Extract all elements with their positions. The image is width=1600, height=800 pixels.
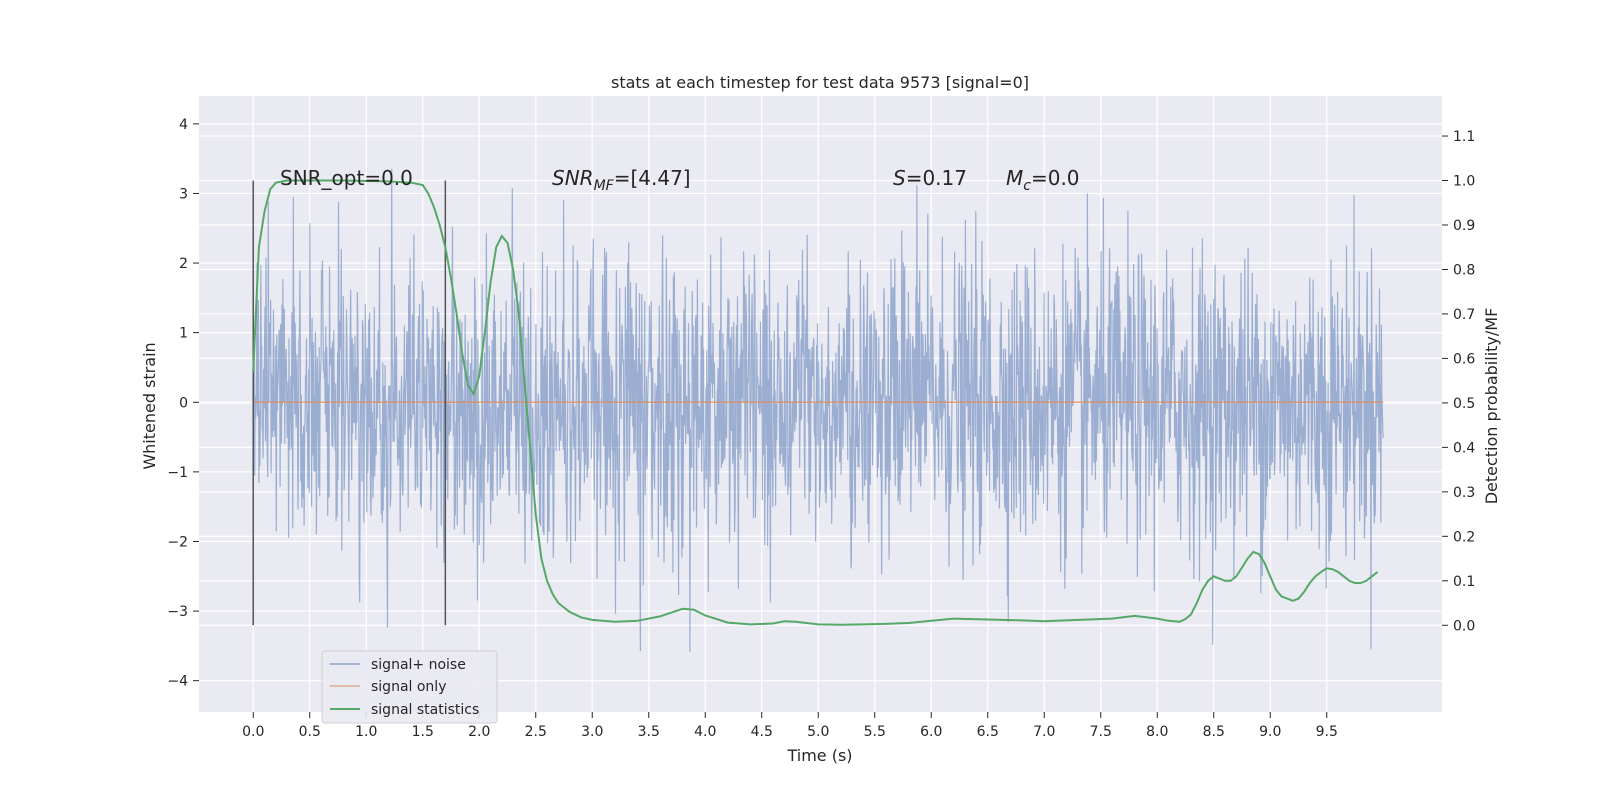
y2-axis-label: Detection probability/MF (1482, 308, 1501, 505)
s-value: =0.17 (906, 166, 967, 190)
y-tick-label: 0 (179, 395, 188, 411)
s-symbol: S (893, 166, 906, 190)
y-tick-label: −2 (167, 534, 188, 550)
mc-value: =0.0 (1031, 166, 1080, 190)
y2-tick-label: 0.6 (1453, 351, 1475, 367)
x-tick-label: 7.5 (1090, 724, 1112, 740)
x-tick-label: 3.0 (581, 724, 603, 740)
x-tick-label: 9.5 (1316, 724, 1338, 740)
x-axis-label: Time (s) (786, 746, 852, 765)
x-tick-label: 5.0 (807, 724, 829, 740)
y-tick-label: −4 (167, 674, 188, 690)
legend-box (321, 650, 498, 724)
x-tick-label: 0.5 (299, 724, 321, 740)
x-tick-label: 4.5 (751, 724, 773, 740)
annotation-mc: Mc=0.0 (1006, 166, 1080, 194)
x-tick-label: 1.5 (412, 724, 434, 740)
y2-tick-label: 0.3 (1453, 485, 1475, 501)
y-tick-label: −3 (167, 604, 188, 620)
x-tick-label: 7.0 (1033, 724, 1055, 740)
chart-title: stats at each timestep for test data 957… (611, 73, 1029, 92)
signal-noise-series (252, 168, 1384, 653)
snr-mf-value: =[4.47] (614, 166, 691, 190)
y2-tick-label: 0.1 (1453, 574, 1475, 590)
y2-tick-label: 0.5 (1453, 396, 1475, 412)
x-axis-ticks: 0.0 0.5 1.0 1.5 2.0 2.5 3.0 3.5 4.0 4.5 5.0 5.5 6.0 6… (242, 712, 1338, 740)
y2-tick-label: 0.0 (1453, 618, 1475, 634)
y2-tick-label: 0.2 (1453, 529, 1475, 545)
y-axis-label: Whitened strain (140, 342, 159, 469)
y-axis-ticks: 4 3 2 1 0 −1 −2 −3 −4 (167, 117, 199, 690)
y-tick-label: −1 (167, 465, 188, 481)
y2-tick-label: 1.0 (1453, 174, 1475, 190)
x-tick-label: 3.5 (638, 724, 660, 740)
y-tick-label: 1 (179, 326, 188, 342)
x-tick-label: 2.0 (468, 724, 490, 740)
snr-mf-sub: MF (594, 178, 615, 194)
signal-noise-trace (252, 168, 1384, 653)
x-tick-label: 0.0 (242, 724, 264, 740)
legend-label-signal-statistics: signal statistics (371, 702, 479, 718)
y2-tick-label: 1.1 (1453, 129, 1475, 145)
y-tick-label: 2 (179, 256, 188, 272)
mc-symbol: M (1006, 166, 1023, 190)
x-tick-label: 8.0 (1146, 724, 1168, 740)
y2-tick-label: 0.9 (1453, 218, 1475, 234)
y-tick-label: 3 (179, 186, 188, 202)
legend: signal+ noise signal only signal statist… (321, 650, 498, 724)
y2-tick-label: 0.4 (1453, 440, 1475, 456)
y2-tick-label: 0.7 (1453, 307, 1475, 323)
x-tick-label: 5.5 (864, 724, 886, 740)
x-tick-label: 8.5 (1203, 724, 1225, 740)
annotation-snr-opt: SNR_opt=0.0 (280, 166, 413, 190)
mc-sub: c (1023, 178, 1031, 194)
snr-mf-base: SNR (552, 166, 594, 190)
signal-statistics-line (252, 179, 1379, 626)
x-tick-label: 9.0 (1259, 724, 1281, 740)
y2-tick-label: 0.8 (1453, 262, 1475, 278)
legend-label-signal-noise: signal+ noise (371, 657, 466, 673)
x-tick-label: 4.0 (694, 724, 716, 740)
legend-label-signal-only: signal only (371, 679, 446, 695)
x-tick-label: 1.0 (355, 724, 377, 740)
annotation-snr-mf: SNRMF=[4.47] (552, 166, 691, 194)
annotation-s: S=0.17 (893, 166, 967, 190)
y-tick-label: 4 (179, 117, 188, 133)
y2-axis-ticks: 1.1 1.0 0.9 0.8 0.7 0.6 0.5 0.4 0.3 0.2 0.1 0.0 (1442, 129, 1475, 634)
x-tick-label: 6.0 (920, 724, 942, 740)
x-tick-label: 6.5 (977, 724, 999, 740)
vertical-markers (252, 180, 447, 626)
x-tick-label: 2.5 (525, 724, 547, 740)
